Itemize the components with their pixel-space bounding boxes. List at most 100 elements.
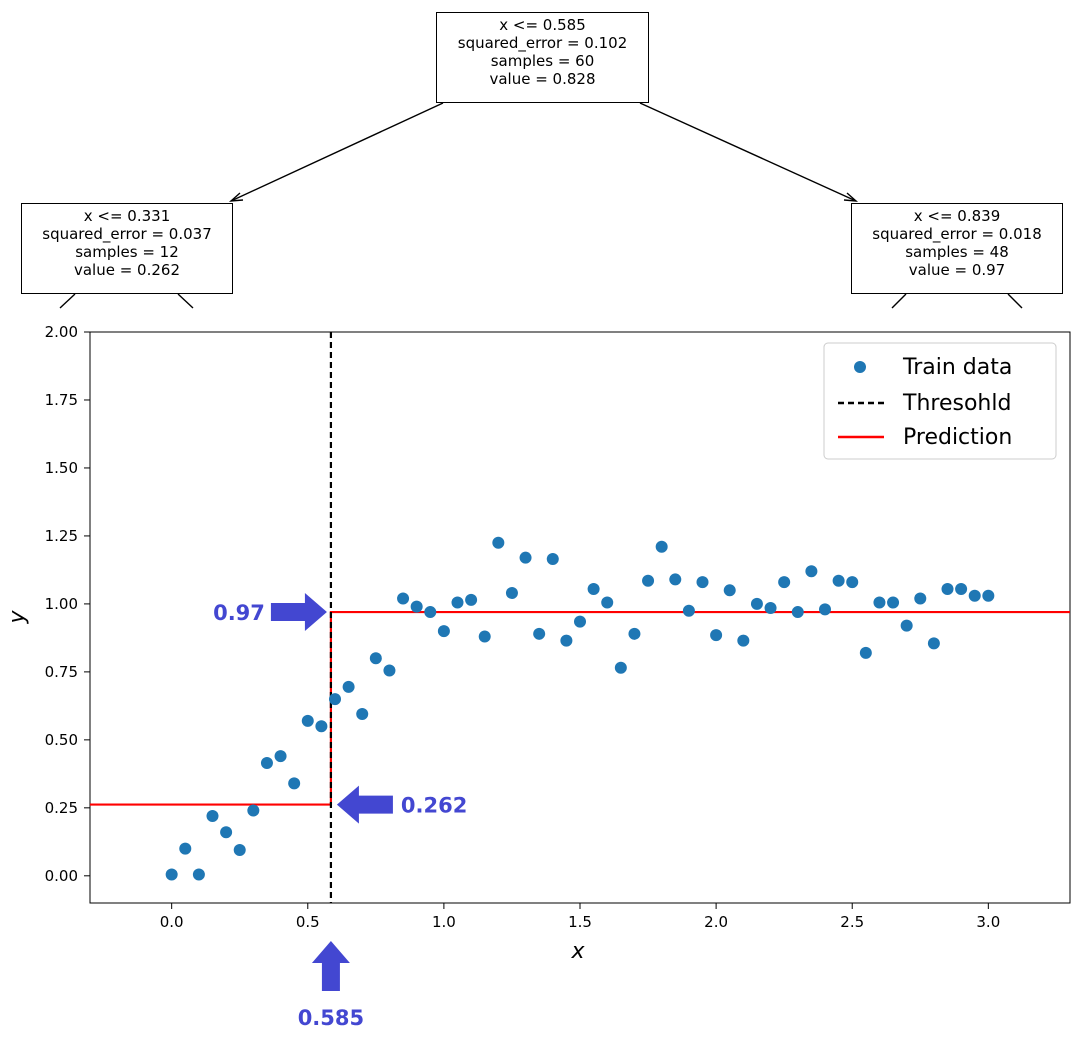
train-data-point (887, 596, 900, 609)
train-data-point (233, 843, 246, 856)
train-data-point (492, 536, 505, 549)
x-tick-label: 1.0 (432, 913, 456, 931)
train-data-point (614, 661, 627, 674)
annotation-label: 0.585 (298, 1006, 364, 1030)
train-data-point (533, 627, 546, 640)
train-data-point (179, 842, 192, 855)
train-data-point (546, 553, 559, 566)
y-tick-label: 0.50 (45, 731, 78, 749)
legend-label-train-data: Train data (902, 355, 1012, 380)
train-data-point (206, 809, 219, 822)
train-data-point (410, 600, 423, 613)
annotation-arrow-left (336, 785, 393, 824)
train-data-point (329, 693, 341, 706)
root-condition: x <= 0.585 (499, 16, 586, 34)
train-data-point (288, 777, 301, 790)
annotation-label: 0.97 (213, 601, 265, 625)
root-value: value = 0.828 (489, 70, 596, 88)
y-tick-label: 1.25 (45, 527, 78, 545)
right-condition: x <= 0.839 (913, 207, 1001, 225)
edge-root-right (639, 102, 857, 202)
edge-root-left (230, 102, 444, 202)
train-data-point (655, 540, 668, 553)
train-data-point (397, 592, 410, 605)
annotation-label: 0.262 (401, 794, 467, 818)
right-squared-error: squared_error = 0.018 (872, 225, 1042, 243)
tree-node-root: x <= 0.585 squared_error = 0.102 samples… (436, 12, 649, 103)
tree-edges (59, 102, 1023, 309)
train-data-point (505, 587, 518, 600)
left-value: value = 0.262 (73, 261, 181, 279)
train-data-point (465, 593, 478, 606)
train-data-point (642, 574, 655, 587)
x-tick-label: 2.5 (840, 913, 864, 931)
x-axis-label: x (570, 939, 585, 964)
x-tick-label: 2.0 (704, 913, 728, 931)
train-data-point (574, 615, 586, 628)
train-data-point (778, 576, 791, 589)
y-tick-label: 0.25 (45, 799, 78, 817)
train-data-point (356, 708, 369, 721)
train-data-point (342, 680, 355, 693)
edge-left-stub-a (59, 293, 76, 309)
train-data-series (165, 536, 995, 881)
train-data-point (628, 627, 641, 640)
train-data-point (669, 573, 682, 586)
train-data-point (192, 868, 205, 881)
x-axis-ticks: 0.0 0.5 1.0 1.5 2.0 2.5 3.0 (160, 903, 1000, 931)
left-condition: x <= 0.331 (83, 207, 171, 225)
train-data-point (832, 574, 845, 587)
x-tick-label: 3.0 (976, 913, 1000, 931)
x-tick-label: 0.0 (160, 913, 184, 931)
train-data-point (859, 646, 872, 659)
y-axis-label: y (5, 610, 30, 625)
edge-root-left-arrowhead (228, 192, 244, 202)
y-tick-label: 1.75 (45, 391, 78, 409)
root-squared-error: squared_error = 0.102 (457, 34, 628, 52)
train-data-point (274, 750, 287, 763)
annotation-arrow-right (270, 593, 327, 632)
train-data-point (696, 576, 709, 589)
train-data-point (247, 804, 260, 817)
train-data-point (165, 868, 178, 881)
legend-label-threshold: Thresohld (902, 391, 1011, 416)
train-data-point (301, 714, 314, 727)
legend-marker-train-data (854, 361, 866, 373)
right-value: value = 0.97 (908, 261, 1006, 279)
train-data-point (587, 582, 600, 595)
train-data-point (873, 596, 886, 609)
y-tick-label: 0.00 (45, 867, 78, 885)
train-data-point (737, 634, 750, 647)
train-data-point (968, 589, 981, 602)
train-data-point (941, 582, 954, 595)
train-data-point (519, 551, 532, 564)
prediction-line (90, 610, 1070, 806)
y-tick-label: 0.75 (45, 663, 78, 681)
x-tick-label: 0.5 (296, 913, 320, 931)
train-data-point (846, 576, 859, 589)
train-data-point (451, 596, 464, 609)
train-data-point (682, 604, 695, 617)
train-data-point (955, 582, 968, 595)
y-axis-ticks: 0.00 0.25 0.50 0.75 1.00 1.25 1.50 1.75 2.00 (45, 323, 90, 885)
train-data-point (478, 630, 491, 643)
train-data-point (764, 601, 777, 614)
y-tick-label: 1.00 (45, 595, 78, 613)
legend: Train data Thresohld Prediction (823, 342, 1057, 460)
left-squared-error: squared_error = 0.037 (42, 225, 212, 243)
annotation-arrow-up (311, 941, 350, 991)
prediction-series (90, 610, 1070, 806)
tree-node-right: x <= 0.839 squared_error = 0.018 samples… (851, 203, 1063, 294)
edge-right-stub-a (891, 293, 907, 309)
train-data-point (805, 565, 818, 578)
legend-box (823, 342, 1057, 460)
train-data-point (791, 606, 804, 619)
train-data-point (560, 634, 573, 647)
train-data-point (383, 664, 396, 677)
annotations: 0.97 0.262 0.585 (213, 593, 467, 1030)
left-samples: samples = 12 (75, 243, 179, 261)
right-samples: samples = 48 (905, 243, 1009, 261)
train-data-point (982, 589, 995, 602)
edge-right-stub-b (1007, 293, 1023, 309)
